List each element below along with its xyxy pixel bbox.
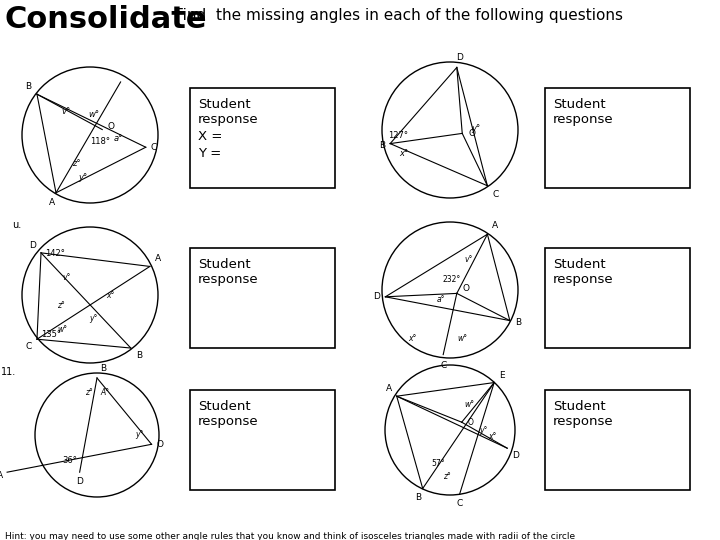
Text: u.: u. <box>12 220 21 230</box>
Text: 135°: 135° <box>41 330 61 339</box>
Text: 11.: 11. <box>1 367 16 377</box>
Text: D: D <box>30 241 36 250</box>
Text: B: B <box>100 364 106 373</box>
Text: D: D <box>374 292 380 301</box>
Text: v°: v° <box>62 273 71 282</box>
Text: O: O <box>107 122 114 131</box>
Text: w°: w° <box>464 400 474 409</box>
Text: a°: a° <box>436 295 445 304</box>
Text: y°: y° <box>78 173 88 181</box>
Text: w°: w° <box>88 110 99 119</box>
Text: w°: w° <box>457 334 467 343</box>
Text: 36°: 36° <box>62 456 77 465</box>
Text: D: D <box>76 477 83 486</box>
Text: 57°: 57° <box>431 460 445 468</box>
Text: Student: Student <box>198 258 251 271</box>
Text: a°: a° <box>114 134 123 143</box>
Text: x°: x° <box>408 334 417 343</box>
Bar <box>190 390 335 490</box>
Text: O: O <box>468 129 475 138</box>
Text: z°: z° <box>85 388 93 397</box>
Text: z°: z° <box>72 159 81 168</box>
Text: D: D <box>456 53 463 63</box>
Text: Student: Student <box>198 98 251 111</box>
Text: v°: v° <box>62 107 71 116</box>
Text: response: response <box>198 113 258 126</box>
Text: x°: x° <box>107 291 114 300</box>
Text: y°: y° <box>135 430 144 439</box>
Text: Student: Student <box>553 258 606 271</box>
Text: response: response <box>198 273 258 286</box>
Bar <box>545 248 690 348</box>
Text: A: A <box>492 221 498 230</box>
Text: response: response <box>553 113 613 126</box>
Text: 118°: 118° <box>90 137 110 146</box>
Bar <box>545 390 690 490</box>
Text: E: E <box>499 370 505 380</box>
Text: A: A <box>386 384 392 393</box>
Text: Student: Student <box>198 400 251 413</box>
Text: response: response <box>553 273 613 286</box>
Text: A: A <box>0 471 3 480</box>
Bar <box>190 248 335 348</box>
Text: Hint: you may need to use some other angle rules that you know and think of isos: Hint: you may need to use some other ang… <box>5 532 575 540</box>
Bar <box>545 88 690 188</box>
Text: z°: z° <box>58 301 66 310</box>
Text: 232°: 232° <box>443 275 461 284</box>
Text: O: O <box>468 418 474 427</box>
Text: C: C <box>456 499 463 508</box>
Bar <box>190 88 335 188</box>
Text: Student: Student <box>553 400 606 413</box>
Text: D: D <box>512 451 519 460</box>
Text: 127°: 127° <box>388 131 408 140</box>
Text: A: A <box>49 198 55 207</box>
Text: x°: x° <box>400 149 409 158</box>
Text: x°: x° <box>488 431 496 441</box>
Text: y°: y° <box>472 124 481 133</box>
Text: O: O <box>463 284 470 293</box>
Text: A: A <box>155 254 161 264</box>
Text: z°: z° <box>443 472 451 481</box>
Text: B: B <box>136 351 142 360</box>
Text: Find  the missing angles in each of the following questions: Find the missing angles in each of the f… <box>175 8 623 23</box>
Text: Consolidate: Consolidate <box>5 5 207 34</box>
Text: B: B <box>515 318 521 327</box>
Text: X =: X = <box>198 130 222 143</box>
Text: response: response <box>553 415 613 428</box>
Text: C: C <box>440 361 446 369</box>
Text: Student: Student <box>553 98 606 111</box>
Text: Y =: Y = <box>198 147 221 160</box>
Text: y°: y° <box>89 314 98 323</box>
Text: O: O <box>156 440 163 449</box>
Text: A°: A° <box>100 388 109 397</box>
Text: response: response <box>198 415 258 428</box>
Text: y°: y° <box>480 426 488 435</box>
Text: 142°: 142° <box>45 249 65 258</box>
Text: B: B <box>24 82 31 91</box>
Text: v°: v° <box>465 255 473 264</box>
Text: B: B <box>379 141 385 150</box>
Text: w°: w° <box>58 325 68 334</box>
Text: B: B <box>415 492 420 502</box>
Text: C: C <box>492 190 499 199</box>
Text: C: C <box>26 342 32 351</box>
Text: C: C <box>150 143 157 152</box>
